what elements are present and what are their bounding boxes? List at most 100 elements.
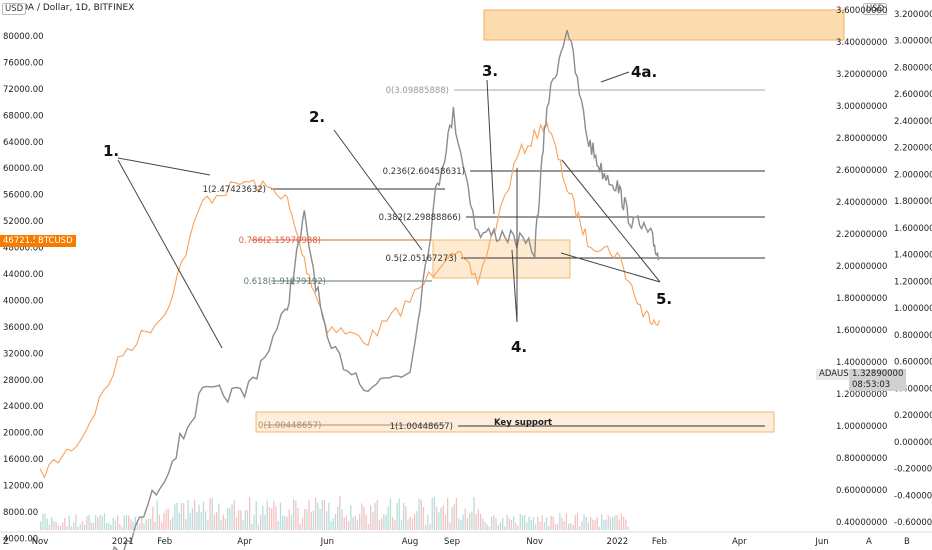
volume-bar (319, 509, 321, 530)
left-axis-tick: 20000.00 (3, 429, 44, 439)
volume-bar (178, 512, 180, 530)
right-inner-axis-tick: 2.00000000 (836, 262, 887, 272)
volume-bar (363, 507, 365, 530)
volume-bar (561, 518, 563, 530)
volume-bar (532, 517, 535, 530)
volume-bar (462, 514, 464, 530)
volume-bar (202, 501, 205, 530)
volume-bar (271, 508, 273, 530)
volume-bar (341, 509, 343, 530)
volume-bar (332, 518, 334, 530)
volume-bar (493, 515, 495, 530)
right-outer-axis-tick: -0.20000000 (894, 465, 932, 475)
volume-bar (440, 507, 442, 530)
annotation-3: 3. (482, 62, 498, 80)
volume-bar (576, 513, 579, 530)
right-inner-axis-tick: 3.40000000 (836, 38, 887, 48)
left-axis-tick: 4000.00 (3, 534, 38, 544)
volume-bar (150, 518, 152, 530)
volume-bar (42, 513, 44, 530)
volume-bar (416, 511, 418, 530)
volume-bar (246, 510, 249, 530)
volume-bar (473, 497, 475, 530)
key-support-zone (255, 411, 775, 433)
time-axis-ticks: Nov 2021 Feb Apr Jun Aug Sep Nov 2022 Feb Apr Jun (32, 537, 829, 547)
annotation-2: 2. (309, 108, 325, 126)
time-axis-tick: Apr (237, 537, 252, 547)
volume-bar (183, 503, 185, 530)
ada-countdown: 08:53:03 (852, 380, 891, 390)
volume-bar (359, 514, 361, 530)
volume-bar (447, 498, 449, 530)
fib-lines (251, 89, 765, 427)
volume-bar (449, 522, 451, 530)
volume-bar (438, 512, 440, 530)
volume-bar (365, 514, 367, 530)
volume-bar (48, 524, 51, 530)
annotation-5: 5. (656, 290, 672, 308)
volume-bar (132, 521, 134, 530)
volume-bar (590, 516, 592, 530)
left-axis-ticks: 80000.00 76000.00 72000.00 68000.00 64000.00… (3, 32, 44, 544)
volume-bar (466, 517, 469, 530)
volume-bar (312, 510, 315, 530)
fib-label-618: 0.618(1.91279192) (244, 277, 326, 287)
volume-bar (627, 526, 629, 530)
volume-bar (233, 500, 235, 530)
corner-right-b-label[interactable]: B (904, 537, 910, 547)
volume-bar (381, 518, 383, 530)
volume-bar (53, 521, 55, 530)
volume-bar (119, 523, 121, 530)
time-axis-tick: Sep (444, 537, 460, 547)
volume-bar (315, 497, 317, 530)
volume-bar (345, 515, 348, 530)
volume-bar (337, 506, 339, 530)
volume-bar (455, 497, 458, 530)
volume-bar (240, 510, 242, 530)
corner-left-label[interactable]: Z (3, 537, 9, 547)
ada-symbol: ADAUSD (819, 369, 856, 379)
volume-bar (238, 509, 240, 530)
volume-bar (394, 520, 396, 530)
right-inner-axis-tick: 3.00000000 (836, 102, 887, 112)
volume-bar (103, 513, 106, 530)
volume-bar (209, 498, 211, 530)
volume-bar (244, 510, 246, 530)
volume-bar (429, 524, 431, 530)
volume-bar (154, 521, 156, 530)
volume-bar (163, 512, 165, 530)
fib-label-1-right: 1(1.00448657) (390, 422, 453, 432)
arrow-3 (486, 79, 495, 215)
btc-current-price: 46721.58 (3, 236, 44, 246)
volume-bar (286, 516, 288, 530)
corner-right-a-label[interactable]: A (866, 537, 872, 547)
volume-bar (352, 517, 354, 530)
volume-bar (165, 510, 167, 530)
fib-label-236: 0.236(2.60458631) (383, 167, 465, 177)
volume-bar (136, 521, 139, 530)
right-inner-axis-tick: 2.40000000 (836, 198, 887, 208)
volume-bar (565, 513, 568, 530)
left-axis-tick: 44000.00 (3, 270, 44, 280)
volume-bar (40, 521, 42, 530)
volume-bar (231, 504, 233, 530)
volume-bar (524, 515, 526, 530)
arrow-1a (117, 157, 211, 176)
left-axis-tick: 60000.00 (3, 164, 44, 174)
right-inner-axis-tick: 1.20000000 (836, 390, 887, 400)
time-axis-tick: Nov (526, 537, 543, 547)
volume-bar (194, 499, 196, 530)
volume-bar (563, 521, 565, 530)
fib-label-5: 0.5(2.05167273) (385, 254, 457, 264)
left-currency-badge[interactable]: USD (2, 3, 27, 15)
left-axis-tick: 28000.00 (3, 376, 44, 386)
volume-bar (260, 514, 262, 530)
key-support-label: Key support (494, 418, 552, 428)
right-currency-badge[interactable]: USD (863, 3, 888, 15)
volume-bar (343, 517, 345, 530)
annotation-4: 4. (511, 338, 527, 356)
volume-bar (84, 524, 86, 530)
right-outer-axis-tick: 2.40000000 (894, 117, 932, 127)
volume-bar (64, 518, 66, 530)
